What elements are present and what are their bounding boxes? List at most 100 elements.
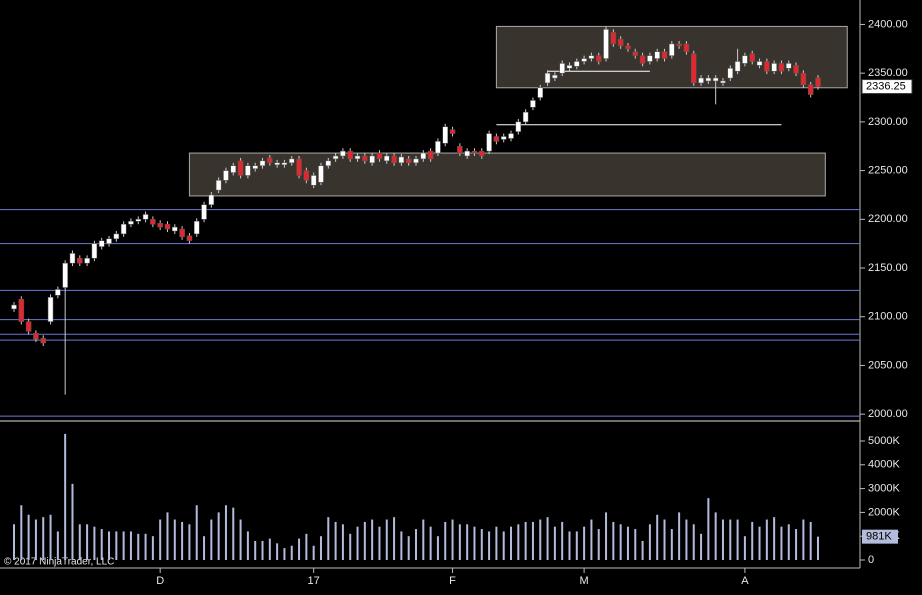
volume-bar <box>802 519 805 561</box>
y-tick-label: 2250.00 <box>868 165 908 177</box>
candle-body <box>274 162 280 165</box>
candle-body <box>603 29 609 59</box>
candle-body <box>815 77 821 87</box>
volume-bar <box>129 531 132 561</box>
candle-body <box>552 74 558 79</box>
volume-bar <box>20 505 23 561</box>
candle-body <box>727 68 734 79</box>
candle-body <box>479 150 485 157</box>
volume-bar <box>773 517 776 561</box>
volume-bar <box>539 519 542 561</box>
copyright: © 2017 NinjaTrader, LLC <box>4 557 114 568</box>
candle-body <box>471 150 478 154</box>
candle-body <box>632 51 639 56</box>
candle-body <box>164 223 171 230</box>
volume-bar <box>312 545 315 561</box>
volume-bar <box>166 512 169 561</box>
candle-body <box>347 150 353 160</box>
y2-tick-label: 5000K <box>868 435 900 447</box>
candle-body <box>800 72 807 86</box>
volume-bar <box>619 524 622 561</box>
y2-tick-label: 2000K <box>868 506 900 518</box>
volume-bar <box>319 536 322 561</box>
volume-bar <box>436 536 439 561</box>
volume-bar <box>531 521 534 561</box>
y2-tick-label: 3000K <box>868 483 900 495</box>
price-marker-label: 2336.25 <box>866 80 906 92</box>
volume-bar <box>261 540 264 561</box>
volume-bar <box>188 524 191 561</box>
price-marker <box>861 79 913 95</box>
candle-body <box>756 61 763 66</box>
volume-bar <box>64 433 67 561</box>
volume-bar <box>137 533 140 561</box>
volume-bar <box>268 538 271 561</box>
candle-body <box>237 160 244 176</box>
candle-body <box>771 63 777 72</box>
volume-bar <box>276 543 279 561</box>
volume-bar <box>480 529 483 561</box>
zone <box>188 152 826 197</box>
volume-bar <box>736 519 739 561</box>
volume-bar <box>422 519 425 561</box>
candle-body <box>610 32 617 45</box>
candle-body <box>420 152 427 160</box>
candle-body <box>559 63 565 74</box>
volume-bar <box>553 526 556 561</box>
volume-bar <box>71 483 74 561</box>
candle-body <box>493 136 500 142</box>
volume-bar <box>488 531 491 561</box>
candle-body <box>405 158 412 164</box>
candle-body <box>398 156 405 164</box>
volume-bar <box>473 526 476 561</box>
volume-marker <box>862 529 898 544</box>
candle-body <box>661 51 668 59</box>
volume-bar <box>700 533 703 561</box>
volume-bar <box>663 519 666 561</box>
volume-bar <box>758 526 761 561</box>
volume-bar <box>787 524 790 561</box>
volume-bar <box>327 517 330 561</box>
volume-bar <box>239 519 242 561</box>
volume-bar <box>575 531 578 561</box>
candle-body <box>47 296 54 322</box>
volume-bar <box>656 514 659 561</box>
volume-bar <box>415 529 417 561</box>
y-tick-label: 2300.00 <box>868 116 908 128</box>
candle-body <box>508 133 514 139</box>
volume-bar <box>780 526 783 561</box>
candle-body <box>705 77 712 82</box>
candle-body <box>669 43 675 56</box>
volume-bar <box>115 531 118 561</box>
candle-body <box>712 77 719 82</box>
volume-bar <box>349 533 352 561</box>
candle-body <box>720 80 726 84</box>
candle-body <box>413 158 419 164</box>
candle-body <box>574 61 580 67</box>
candle-body <box>186 235 193 241</box>
volume-bar <box>444 521 447 561</box>
volume-bar <box>597 529 600 561</box>
x-tick-label: 17 <box>308 575 320 587</box>
candle-body <box>449 129 456 134</box>
candle-body <box>786 63 792 69</box>
volume-bar <box>393 517 396 561</box>
volume-bar <box>605 512 608 561</box>
candle-body <box>544 72 551 84</box>
volume-bar <box>685 519 688 561</box>
candle-body <box>259 160 266 166</box>
candle-body <box>530 100 536 108</box>
volume-bar <box>502 531 505 561</box>
candle-body <box>128 221 134 225</box>
candle-body <box>25 321 32 332</box>
volume-bar <box>612 521 615 561</box>
candle-body <box>749 53 755 62</box>
volume-bar <box>648 524 651 561</box>
volume-bar <box>341 524 344 561</box>
x-tick-label: F <box>449 575 456 587</box>
volume-bar <box>378 526 381 561</box>
volume-bar <box>466 524 469 561</box>
y-tick-label: 2050.00 <box>868 359 908 371</box>
volume-bar <box>56 531 59 561</box>
volume-bar <box>546 517 549 561</box>
